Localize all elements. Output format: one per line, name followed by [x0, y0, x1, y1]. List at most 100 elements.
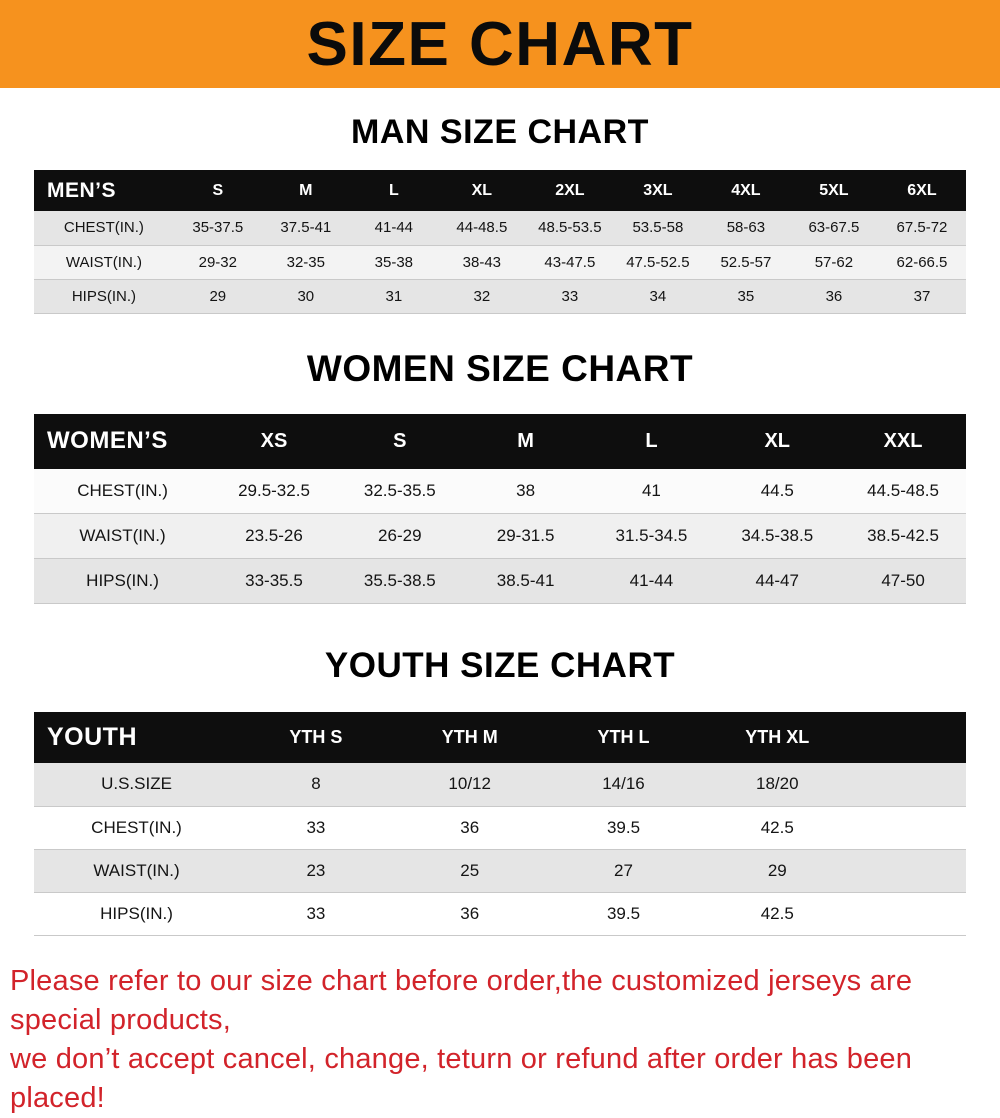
size-column-header: 2XL	[555, 181, 585, 199]
measure-value-cell: 33-35.5	[211, 558, 337, 604]
measure-value-cell: 53.5-58	[613, 211, 702, 246]
size-column-header: L	[645, 429, 658, 452]
measure-value-cell: 44-47	[714, 558, 841, 604]
size-column-header: XL	[471, 181, 493, 199]
measure-value-cell: 33	[239, 892, 393, 936]
spacer-cell	[854, 806, 966, 850]
size-column-header: 6XL	[907, 181, 937, 199]
measure-value-cell: 37	[877, 279, 966, 314]
measure-value-cell: 34	[613, 279, 702, 314]
measure-value-cell: 38-43	[437, 245, 526, 280]
measure-value-cell: 37.5-41	[261, 211, 350, 246]
measure-value-cell: 47-50	[840, 558, 966, 604]
spacer-cell	[854, 763, 966, 807]
measure-value-cell: 32.5-35.5	[336, 468, 463, 514]
measure-value-cell: 43-47.5	[525, 245, 614, 280]
measure-label-cell: CHEST(IN.)	[34, 806, 240, 850]
measure-value-cell: 31.5-34.5	[588, 513, 715, 559]
spacer-cell	[854, 892, 966, 936]
size-column-header: M	[517, 429, 534, 452]
measure-value-cell: 57-62	[789, 245, 878, 280]
order-disclaimer: Please refer to our size chart before or…	[10, 962, 990, 1118]
disclaimer-line-1: Please refer to our size chart before or…	[10, 964, 913, 1036]
size-column-header: S	[393, 429, 407, 452]
banner-title: SIZE CHART	[306, 9, 694, 79]
man-size-chart-heading: MAN SIZE CHART	[351, 113, 649, 151]
size-column-header: 5XL	[819, 181, 849, 199]
measure-value-cell: 35.5-38.5	[336, 558, 463, 604]
women-size-chart-heading: WOMEN SIZE CHART	[306, 347, 694, 389]
size-column-header: 4XL	[731, 181, 761, 199]
table-title-cell: MEN’S	[47, 178, 117, 202]
measure-label-cell: WAIST(IN.)	[34, 513, 212, 559]
measure-value-cell: 42.5	[700, 892, 855, 936]
table-title-cell: YOUTH	[47, 723, 137, 751]
table-row: WAIST(IN.) 23.5-26 26-29 29-31.5 31.5-34.5 34…	[34, 513, 966, 559]
size-column-header: XS	[260, 429, 288, 452]
measure-value-cell: 35	[701, 279, 790, 314]
measure-value-cell: 18/20	[700, 763, 855, 807]
measure-value-cell: 23	[239, 849, 393, 893]
measure-value-cell: 42.5	[700, 806, 855, 850]
measure-label-cell: CHEST(IN.)	[34, 468, 212, 514]
measure-value-cell: 36	[392, 806, 547, 850]
measure-value-cell: 44-48.5	[437, 211, 526, 246]
table-row: HIPS(IN.) 33-35.5 35.5-38.5 38.5-41 41-44 44-…	[34, 558, 966, 604]
measure-value-cell: 44.5	[714, 468, 841, 514]
table-row: WAIST(IN.) 23 25 27 29	[34, 849, 966, 893]
measure-value-cell: 29	[700, 849, 855, 893]
youth-size-table: YOUTH YTH S YTH M YTH L YTH XL U.S.SIZE 8 10/12…	[34, 712, 966, 936]
measure-value-cell: 32	[437, 279, 526, 314]
table-row: CHEST(IN.) 35-37.5 37.5-41 41-44 44-48.5 48.5…	[34, 211, 966, 246]
measure-value-cell: 41	[588, 468, 715, 514]
table-row: HIPS(IN.) 33 36 39.5 42.5	[34, 892, 966, 936]
measure-label-cell: WAIST(IN.)	[34, 245, 174, 280]
measure-value-cell: 33	[239, 806, 393, 850]
table-row: WAIST(IN.) 29-32 32-35 35-38 38-43 43-47.5 47.…	[34, 245, 966, 280]
table-row: CHEST(IN.) 29.5-32.5 32.5-35.5 38 41 44.5 44.5…	[34, 468, 966, 514]
mens-size-table: MEN’S S M L XL 2XL 3XL 4XL 5XL 6XL CHEST(IN.) 35-37…	[34, 170, 966, 314]
measure-value-cell: 38.5-42.5	[840, 513, 966, 559]
size-column-header: L	[388, 181, 399, 199]
table-header-row: MEN’S S M L XL 2XL 3XL 4XL 5XL 6XL	[34, 170, 966, 211]
spacer-cell	[854, 712, 966, 763]
measure-value-cell: 41-44	[349, 211, 438, 246]
measure-value-cell: 29-31.5	[462, 513, 589, 559]
measure-value-cell: 62-66.5	[877, 245, 966, 280]
measure-value-cell: 29.5-32.5	[211, 468, 337, 514]
measure-value-cell: 35-38	[349, 245, 438, 280]
womens-size-table: WOMEN’S XS S M L XL XXL CHEST(IN.) 29.5-32.5 32.5…	[34, 413, 966, 604]
measure-value-cell: 39.5	[546, 892, 701, 936]
measure-value-cell: 48.5-53.5	[525, 211, 614, 246]
size-column-header: YTH XL	[745, 727, 810, 747]
measure-value-cell: 52.5-57	[701, 245, 790, 280]
disclaimer-line-2: we don’t accept cancel, change, teturn o…	[10, 1042, 913, 1114]
measure-label-cell: WAIST(IN.)	[34, 849, 240, 893]
measure-value-cell: 35-37.5	[173, 211, 262, 246]
measure-label-cell: HIPS(IN.)	[34, 892, 240, 936]
measure-value-cell: 63-67.5	[789, 211, 878, 246]
measure-value-cell: 47.5-52.5	[613, 245, 702, 280]
measure-value-cell: 8	[239, 763, 393, 807]
measure-value-cell: 38	[462, 468, 589, 514]
table-row: U.S.SIZE 8 10/12 14/16 18/20	[34, 763, 966, 807]
measure-value-cell: 29-32	[173, 245, 262, 280]
measure-value-cell: 30	[261, 279, 350, 314]
measure-value-cell: 67.5-72	[877, 211, 966, 246]
measure-value-cell: 41-44	[588, 558, 715, 604]
measure-value-cell: 34.5-38.5	[714, 513, 841, 559]
size-column-header: M	[299, 181, 313, 199]
youth-size-chart-heading: YOUTH SIZE CHART	[324, 646, 676, 685]
size-column-header: S	[212, 181, 224, 199]
size-column-header: YTH S	[289, 727, 343, 747]
measure-value-cell: 23.5-26	[211, 513, 337, 559]
size-column-header: 3XL	[643, 181, 673, 199]
size-column-header: XXL	[883, 429, 923, 452]
measure-value-cell: 58-63	[701, 211, 790, 246]
measure-label-cell: U.S.SIZE	[34, 763, 240, 807]
spacer-cell	[854, 849, 966, 893]
measure-value-cell: 10/12	[392, 763, 547, 807]
size-column-header: XL	[764, 429, 791, 452]
measure-value-cell: 26-29	[336, 513, 463, 559]
measure-value-cell: 36	[392, 892, 547, 936]
